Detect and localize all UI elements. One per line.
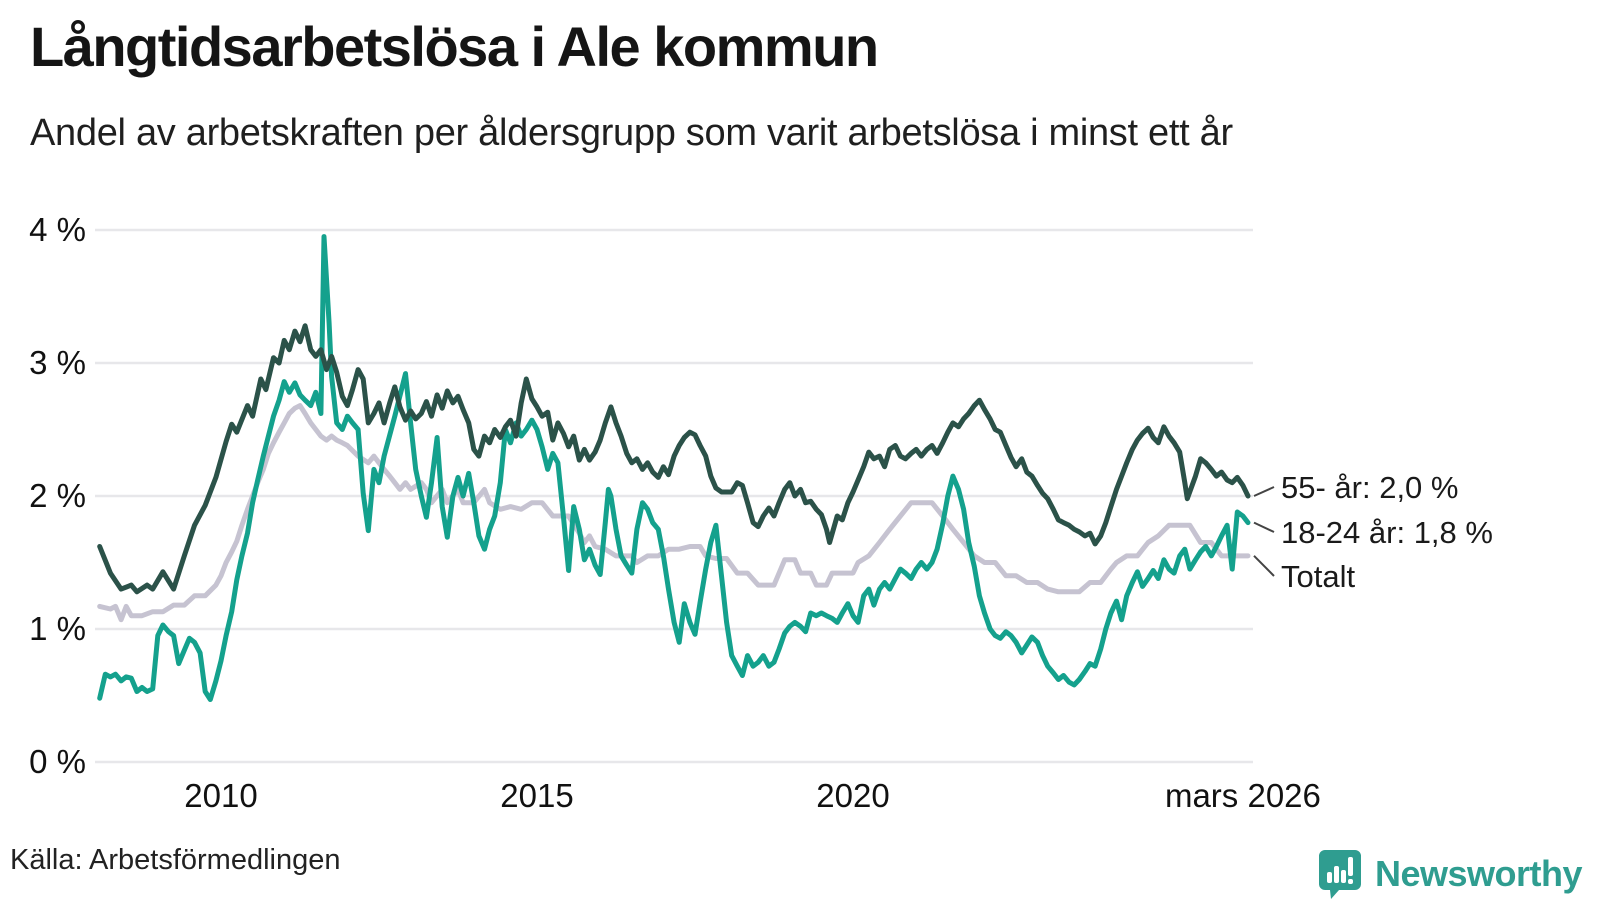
end-label-connector bbox=[1253, 486, 1275, 497]
y-axis-tick-label: 2 % bbox=[29, 477, 86, 514]
x-axis-tick-label: mars 2026 bbox=[1164, 777, 1321, 814]
series-end-label-55: 55- år: 2,0 % bbox=[1281, 470, 1459, 505]
series-end-label-18-24: 18-24 år: 1,8 % bbox=[1281, 515, 1493, 550]
page-title: Långtidsarbetslösa i Ale kommun bbox=[30, 15, 879, 78]
x-axis-tick-label: 2020 bbox=[816, 777, 890, 814]
y-axis-tick-label: 3 % bbox=[29, 344, 86, 381]
source-note: Källa: Arbetsförmedlingen bbox=[10, 844, 341, 876]
brand-logo: Newsworthy bbox=[1317, 848, 1583, 900]
y-axis-tick-label: 0 % bbox=[29, 743, 86, 780]
series-end-label-totalt: Totalt bbox=[1281, 559, 1356, 594]
series-line-Totalt bbox=[97, 403, 1251, 623]
x-axis-tick-label: 2010 bbox=[184, 777, 258, 814]
series-line-55-år bbox=[97, 323, 1251, 595]
series-line-18-24år bbox=[97, 234, 1251, 702]
page-subtitle: Andel av arbetskraften per åldersgrupp s… bbox=[30, 112, 1233, 154]
end-label-connector bbox=[1253, 521, 1275, 533]
speech-bubble-bar-chart-icon bbox=[1318, 850, 1361, 899]
y-axis-tick-label: 4 % bbox=[29, 211, 86, 248]
y-axis-tick-label: 1 % bbox=[29, 610, 86, 647]
x-axis-tick-label: 2015 bbox=[500, 777, 574, 814]
end-label-connector bbox=[1253, 555, 1275, 577]
brand-name: Newsworthy bbox=[1374, 853, 1583, 894]
